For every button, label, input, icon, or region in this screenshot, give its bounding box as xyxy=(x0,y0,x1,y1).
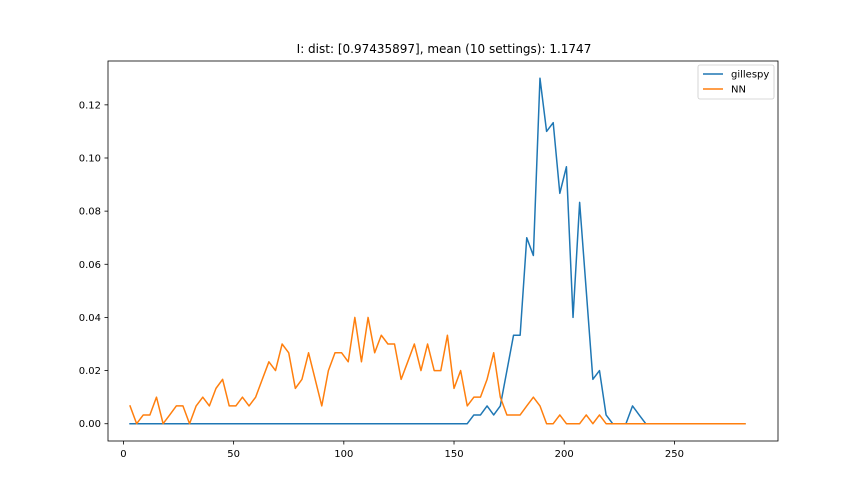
axes-frame xyxy=(107,60,779,442)
series-line-gillespy xyxy=(129,77,746,425)
y-tick-label: 0.12 xyxy=(79,100,101,111)
legend-label-gillespy: gillespy xyxy=(731,70,769,81)
y-tick-label: 0.08 xyxy=(79,207,101,218)
x-tick-label: 50 xyxy=(227,449,240,460)
x-tick-label: 200 xyxy=(555,449,574,460)
legend: gillespy NN xyxy=(697,64,775,100)
chart-title: I: dist: [0.97435897], mean (10 settings… xyxy=(297,42,592,56)
y-tick-label: 0.04 xyxy=(79,313,101,324)
x-tick-label: 0 xyxy=(120,449,126,460)
y-tick-label: 0.02 xyxy=(79,366,101,377)
x-tick-label: 100 xyxy=(334,449,353,460)
y-tick-label: 0.10 xyxy=(79,153,101,164)
y-tick-label: 0.06 xyxy=(79,260,101,271)
x-tick-label: 150 xyxy=(444,449,463,460)
x-tick-label: 250 xyxy=(665,449,684,460)
legend-label-nn: NN xyxy=(731,85,746,96)
plot-area: 0 50 100 150 200 250 0.00 0.02 0.04 0.06 0.08 0.10 0… xyxy=(79,60,779,460)
y-tick-label: 0.00 xyxy=(79,419,101,430)
series-line-nn xyxy=(129,316,746,425)
